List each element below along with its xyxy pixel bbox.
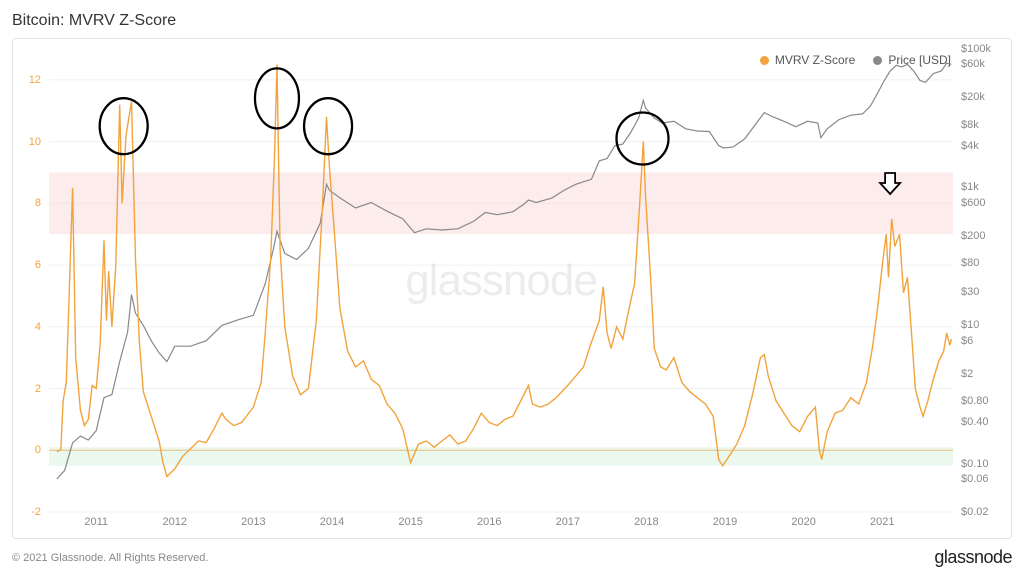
y-axis-left: -2024681012 xyxy=(13,49,45,512)
x-axis: 2011201220132014201520162017201820192020… xyxy=(49,516,953,532)
chart-area: MVRV Z-Score Price [USD] -2024681012 $0.… xyxy=(12,38,1012,539)
brand-logo: glassnode xyxy=(934,547,1012,568)
footer: © 2021 Glassnode. All Rights Reserved. g… xyxy=(12,539,1012,568)
chart-container: Bitcoin: MVRV Z-Score MVRV Z-Score Price… xyxy=(0,0,1024,576)
chart-title: Bitcoin: MVRV Z-Score xyxy=(12,12,1012,30)
y-axis-right: $0.02$0.06$0.10$0.40$0.80$2$6$10$30$80$2… xyxy=(957,49,1011,512)
plot-area: glassnode xyxy=(49,49,953,512)
plot-svg xyxy=(49,49,953,512)
copyright-text: © 2021 Glassnode. All Rights Reserved. xyxy=(12,552,208,564)
